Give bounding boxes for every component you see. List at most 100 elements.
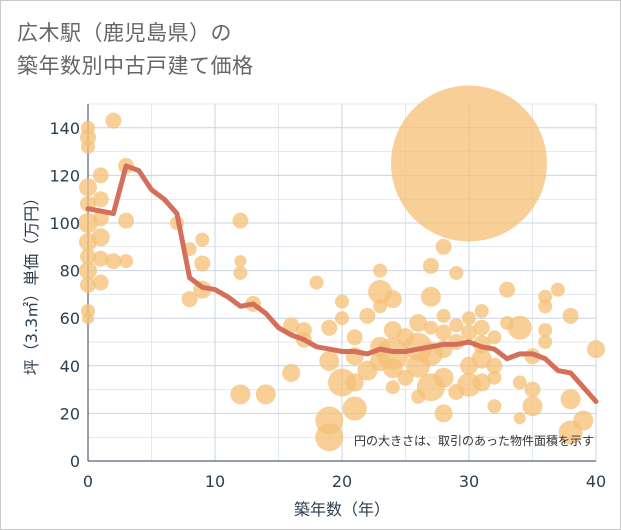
x-tick-label: 20 [332,472,352,491]
data-bubble [385,380,400,395]
data-bubble [420,286,441,307]
data-bubble [538,299,553,314]
data-bubble [538,323,553,338]
data-bubble [335,294,349,309]
data-bubble [194,255,211,272]
data-bubble [234,255,247,268]
data-bubble [79,261,97,280]
data-bubble [335,311,349,326]
data-bubble [382,358,403,379]
data-bubble [321,319,338,336]
data-bubble [79,178,97,197]
y-tick-label: 20 [60,404,80,423]
data-bubble [346,329,363,346]
data-bubble [522,396,543,417]
data-bubble [499,281,516,298]
data-bubble [319,351,340,372]
data-bubble [487,330,502,345]
data-bubble [232,212,249,229]
data-bubble [81,120,95,135]
data-bubble [513,412,526,425]
size-legend-note: 円の大きさは、取引のあった物件面積を示す [354,433,594,448]
data-bubble [391,85,547,242]
data-bubble [342,396,367,421]
data-bubble [255,384,276,405]
data-bubble [573,410,594,431]
data-bubble [80,248,96,265]
data-bubble [230,384,251,405]
data-bubble [449,318,464,333]
data-bubble [195,232,210,247]
data-bubble [587,340,605,359]
data-bubble [315,423,344,452]
y-axis-label: 坪（3.3㎡）単価（万円） [22,190,41,375]
data-bubble [487,370,502,385]
data-bubble [560,389,581,410]
data-bubble [449,265,464,280]
data-bubble [309,275,324,290]
data-bubble [472,373,491,392]
data-bubble [433,367,454,388]
y-tick-label: 80 [60,262,80,281]
data-bubble [435,238,452,255]
data-bubble [328,368,356,397]
y-tick-label: 100 [49,214,80,233]
chart-title-line1: 広木駅（鹿児島県）の [17,21,232,45]
data-bubble [460,356,478,375]
data-bubble [82,312,94,325]
data-bubble [524,381,541,398]
y-tick-label: 40 [60,357,80,376]
data-bubble [423,320,438,335]
data-bubble [92,274,109,291]
y-tick-label: 120 [49,166,80,185]
data-bubble [373,263,388,278]
chart-title: 広木駅（鹿児島県）の 築年数別中古戸建て価格 [17,17,254,83]
x-tick-label: 30 [459,472,479,491]
data-bubble [512,375,527,390]
data-bubble [105,253,122,270]
x-tick-label: 10 [205,472,225,491]
data-bubble [92,167,109,184]
data-bubble [538,335,553,349]
data-bubble [448,383,465,400]
data-bubble [81,139,95,154]
data-bubble [181,291,198,308]
data-bubble [92,250,109,267]
data-bubble [500,315,515,330]
data-bubble [119,254,134,269]
data-bubble [345,373,364,392]
axis-ticks: 0 10 20 30 40 0 20 40 60 80 100 120 140 [49,119,606,491]
x-axis-label: 築年数（年） [294,500,390,519]
data-bubble [487,399,502,414]
data-bubble [383,290,402,309]
data-bubble [550,282,565,297]
data-bubble [462,311,476,326]
data-bubble [436,308,451,323]
data-bubble [397,369,414,386]
data-bubble [461,324,477,341]
chart-title-line2: 築年数別中古戸建て価格 [17,54,254,78]
data-bubble [373,299,388,314]
data-bubble [359,307,376,324]
data-bubble [474,304,489,319]
data-bubble [118,212,135,229]
data-bubble [105,112,122,129]
average-price-line [85,163,599,404]
data-bubble [91,228,110,247]
data-bubble [562,307,579,324]
data-bubble [233,265,248,280]
y-tick-label: 60 [60,309,80,328]
y-tick-label: 0 [70,452,80,471]
data-bubble [422,257,439,274]
data-bubble [396,328,415,347]
x-tick-label: 40 [586,472,606,491]
data-bubble [283,317,300,334]
data-bubble [411,389,426,404]
data-bubble [435,324,452,341]
data-bubble [486,357,503,374]
data-bubble [92,191,109,208]
data-bubble [282,363,301,382]
x-tick-label: 0 [83,472,93,491]
